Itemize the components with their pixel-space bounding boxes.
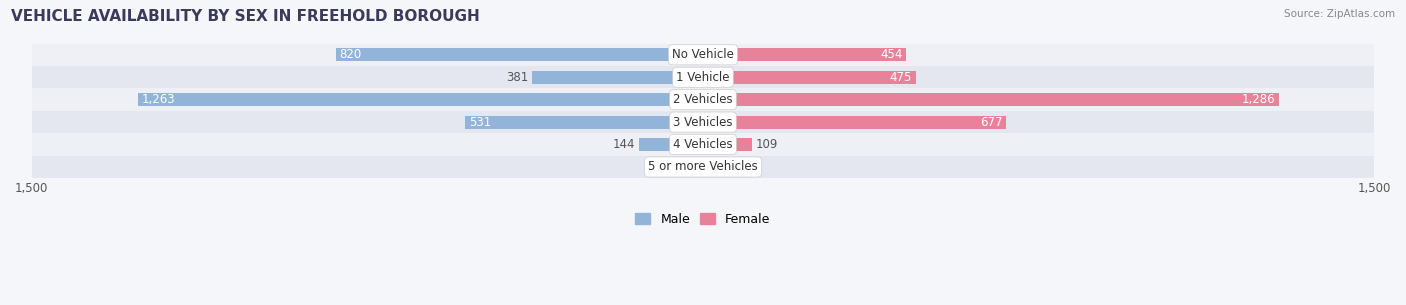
Bar xyxy=(138,93,703,106)
Text: 677: 677 xyxy=(980,116,1002,129)
Bar xyxy=(665,160,703,174)
Bar xyxy=(32,133,1374,156)
Bar xyxy=(32,88,1374,111)
Bar xyxy=(703,71,915,84)
Bar xyxy=(703,93,1278,106)
Legend: Male, Female: Male, Female xyxy=(630,207,776,231)
Text: 4 Vehicles: 4 Vehicles xyxy=(673,138,733,151)
Bar xyxy=(703,160,725,174)
Text: 2 Vehicles: 2 Vehicles xyxy=(673,93,733,106)
Text: 454: 454 xyxy=(880,48,903,61)
Text: 5 or more Vehicles: 5 or more Vehicles xyxy=(648,160,758,174)
Text: Source: ZipAtlas.com: Source: ZipAtlas.com xyxy=(1284,9,1395,19)
Text: 3 Vehicles: 3 Vehicles xyxy=(673,116,733,129)
Bar xyxy=(703,116,1005,129)
Text: No Vehicle: No Vehicle xyxy=(672,48,734,61)
Bar xyxy=(703,138,752,151)
Text: 109: 109 xyxy=(755,138,778,151)
Bar xyxy=(533,71,703,84)
Text: 1,263: 1,263 xyxy=(142,93,174,106)
Bar xyxy=(638,138,703,151)
Text: 50: 50 xyxy=(728,160,744,174)
Text: 1,286: 1,286 xyxy=(1241,93,1275,106)
Bar xyxy=(465,116,703,129)
Text: 820: 820 xyxy=(340,48,361,61)
Bar xyxy=(32,66,1374,88)
Text: 531: 531 xyxy=(470,116,491,129)
Bar xyxy=(32,44,1374,66)
Bar xyxy=(703,48,907,61)
Bar xyxy=(32,111,1374,133)
Bar xyxy=(32,156,1374,178)
Text: 1 Vehicle: 1 Vehicle xyxy=(676,71,730,84)
Bar xyxy=(336,48,703,61)
Text: 381: 381 xyxy=(506,71,529,84)
Text: 144: 144 xyxy=(613,138,636,151)
Text: 475: 475 xyxy=(890,71,912,84)
Text: 86: 86 xyxy=(645,160,661,174)
Text: VEHICLE AVAILABILITY BY SEX IN FREEHOLD BOROUGH: VEHICLE AVAILABILITY BY SEX IN FREEHOLD … xyxy=(11,9,479,24)
